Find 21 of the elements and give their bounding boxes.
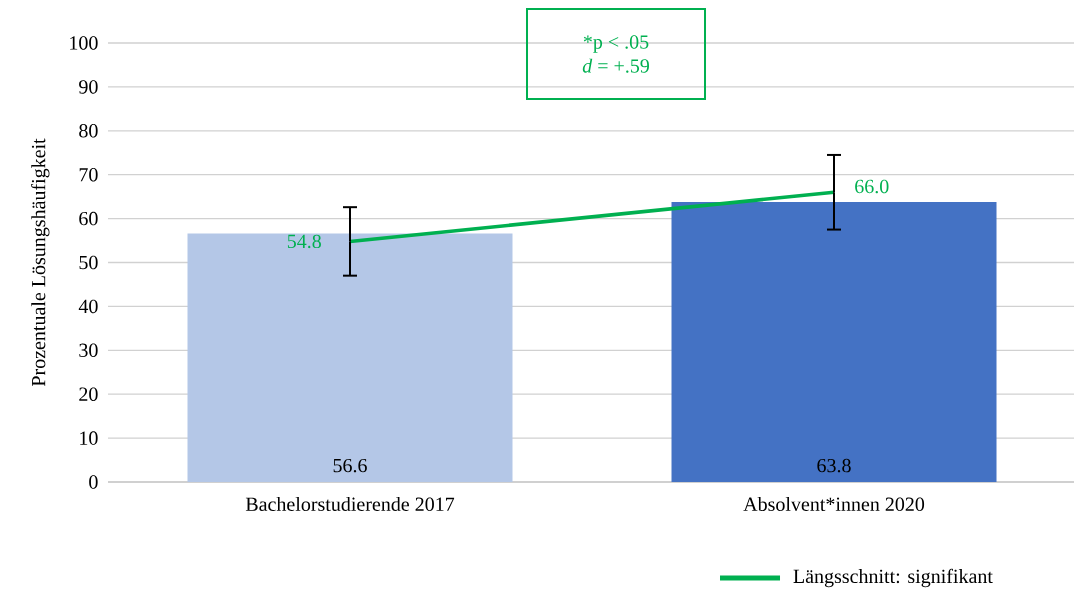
y-tick-label: 60 [79, 211, 98, 226]
y-tick-label: 50 [79, 255, 98, 270]
y-tick-label: 90 [79, 80, 98, 94]
y-tick-label: 0 [89, 475, 98, 489]
y-tick-label: 70 [79, 167, 98, 182]
data-label: 54.8 [287, 234, 321, 249]
y-tick-label: 20 [79, 387, 98, 401]
y-axis-title: Prozentuale Lösungshäufigkeit [31, 138, 50, 387]
y-tick-label: 10 [80, 431, 98, 445]
y-tick-label: 40 [78, 299, 98, 314]
data-label: 66.0 [855, 179, 889, 194]
x-tick-label: Bachelorstudierende 2017 [245, 496, 455, 511]
data-label: 63.8 [817, 458, 851, 473]
annotation: *p < .05 [583, 35, 649, 53]
x-tick-label: Absolvent*innen 2020 [743, 496, 925, 511]
legend-label: Längsschnitt: signifikant [793, 568, 993, 588]
y-tick-label: 30 [79, 343, 98, 358]
y-tick-label: 100 [70, 36, 98, 50]
data-label: 56.6 [333, 458, 367, 473]
y-tick-label: 80 [79, 124, 98, 138]
annotation: d = +.59 [582, 58, 649, 73]
